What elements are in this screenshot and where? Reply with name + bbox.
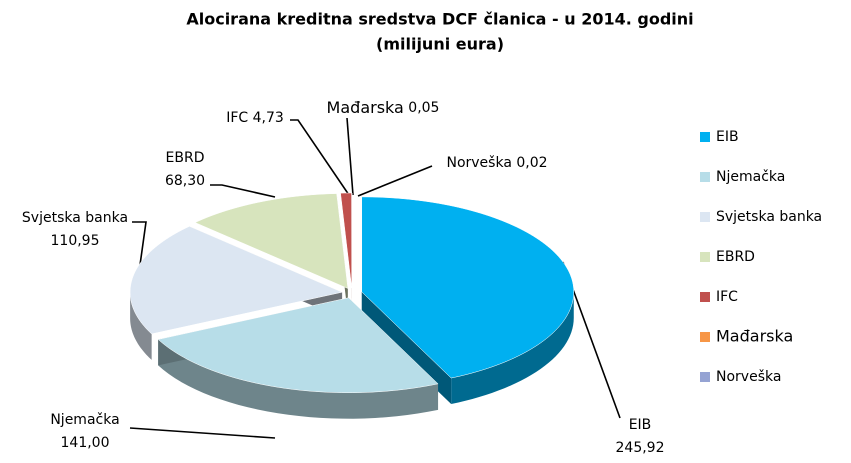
data-label: IFC 4,73	[226, 110, 284, 126]
slice	[361, 196, 575, 379]
legend-swatch	[700, 292, 710, 302]
data-label-value: 4,73	[253, 110, 284, 126]
data-label-value: 68,30	[165, 173, 205, 189]
data-label: Mađarska 0,05	[327, 98, 440, 117]
legend-swatch	[700, 212, 710, 222]
slice	[129, 226, 343, 335]
slice	[340, 192, 352, 289]
pie-tops	[129, 192, 575, 393]
data-label-value: 141,00	[61, 435, 110, 451]
chart-subtitle: (milijuni eura)	[376, 35, 504, 54]
legend: EIB Njemačka Svjetska banka EBRD IFC Mađarska…	[700, 129, 822, 385]
legend-swatch	[700, 332, 710, 342]
slice	[194, 193, 349, 289]
data-label-name: Njemačka	[50, 412, 119, 428]
legend-label: Svjetska banka	[716, 209, 822, 225]
slice-side	[158, 339, 439, 419]
legend-label: Mađarska	[716, 327, 793, 346]
data-label-name: IFC	[226, 110, 248, 126]
legend-label: EIB	[716, 129, 739, 145]
legend-label: Njemačka	[716, 169, 785, 185]
slice-side	[130, 292, 152, 360]
data-label-name: EBRD	[166, 150, 205, 166]
data-label-value: 245,92	[616, 440, 665, 456]
data-label: Norveška 0,02	[446, 155, 547, 171]
data-label-name: Mađarska	[327, 98, 404, 117]
slice-side	[451, 291, 574, 405]
data-label-name: EIB	[629, 417, 652, 433]
slice	[157, 297, 439, 393]
data-label-name: Svjetska banka	[22, 210, 128, 226]
data-label-value: 0,05	[408, 100, 439, 116]
legend-label: EBRD	[716, 249, 755, 265]
legend-label: IFC	[716, 289, 738, 305]
legend-swatch	[700, 252, 710, 262]
legend-swatch	[700, 372, 710, 382]
data-label-value: 110,95	[51, 233, 100, 249]
data-label-name: Norveška	[446, 155, 511, 171]
legend-label: Norveška	[716, 369, 781, 385]
chart-title: Alocirana kreditna sredstva DCF članica …	[186, 10, 693, 29]
leader-lines	[129, 117, 621, 439]
legend-swatch	[700, 132, 710, 142]
data-label-value: 0,02	[516, 155, 547, 171]
legend-swatch	[700, 172, 710, 182]
